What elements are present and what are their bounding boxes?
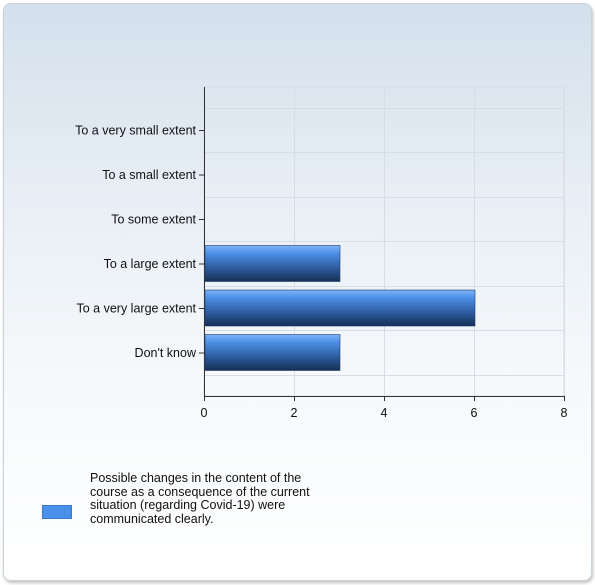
y-tick-label: To a small extent bbox=[102, 168, 196, 182]
legend-label: Possible changes in the content of the c… bbox=[90, 471, 310, 526]
axes bbox=[199, 87, 565, 401]
legend-swatch bbox=[42, 505, 72, 519]
y-tick-label: Don't know bbox=[135, 346, 197, 360]
bars bbox=[204, 245, 476, 371]
x-tick-label: 4 bbox=[381, 406, 388, 420]
y-tick-label: To a large extent bbox=[104, 257, 197, 271]
tick-labels: 0 2 4 6 8 To a very small extent To a small ex… bbox=[75, 124, 567, 421]
x-tick-label: 6 bbox=[471, 406, 478, 420]
x-tick-label: 2 bbox=[291, 406, 298, 420]
x-tick-label: 0 bbox=[201, 406, 208, 420]
x-tick-label: 8 bbox=[561, 406, 568, 420]
bar bbox=[204, 245, 341, 282]
bar bbox=[204, 289, 476, 327]
bar bbox=[204, 334, 341, 371]
y-tick-label: To a very small extent bbox=[75, 124, 196, 138]
y-tick-label: To a very large extent bbox=[76, 302, 196, 316]
y-tick-label: To some extent bbox=[111, 213, 196, 227]
